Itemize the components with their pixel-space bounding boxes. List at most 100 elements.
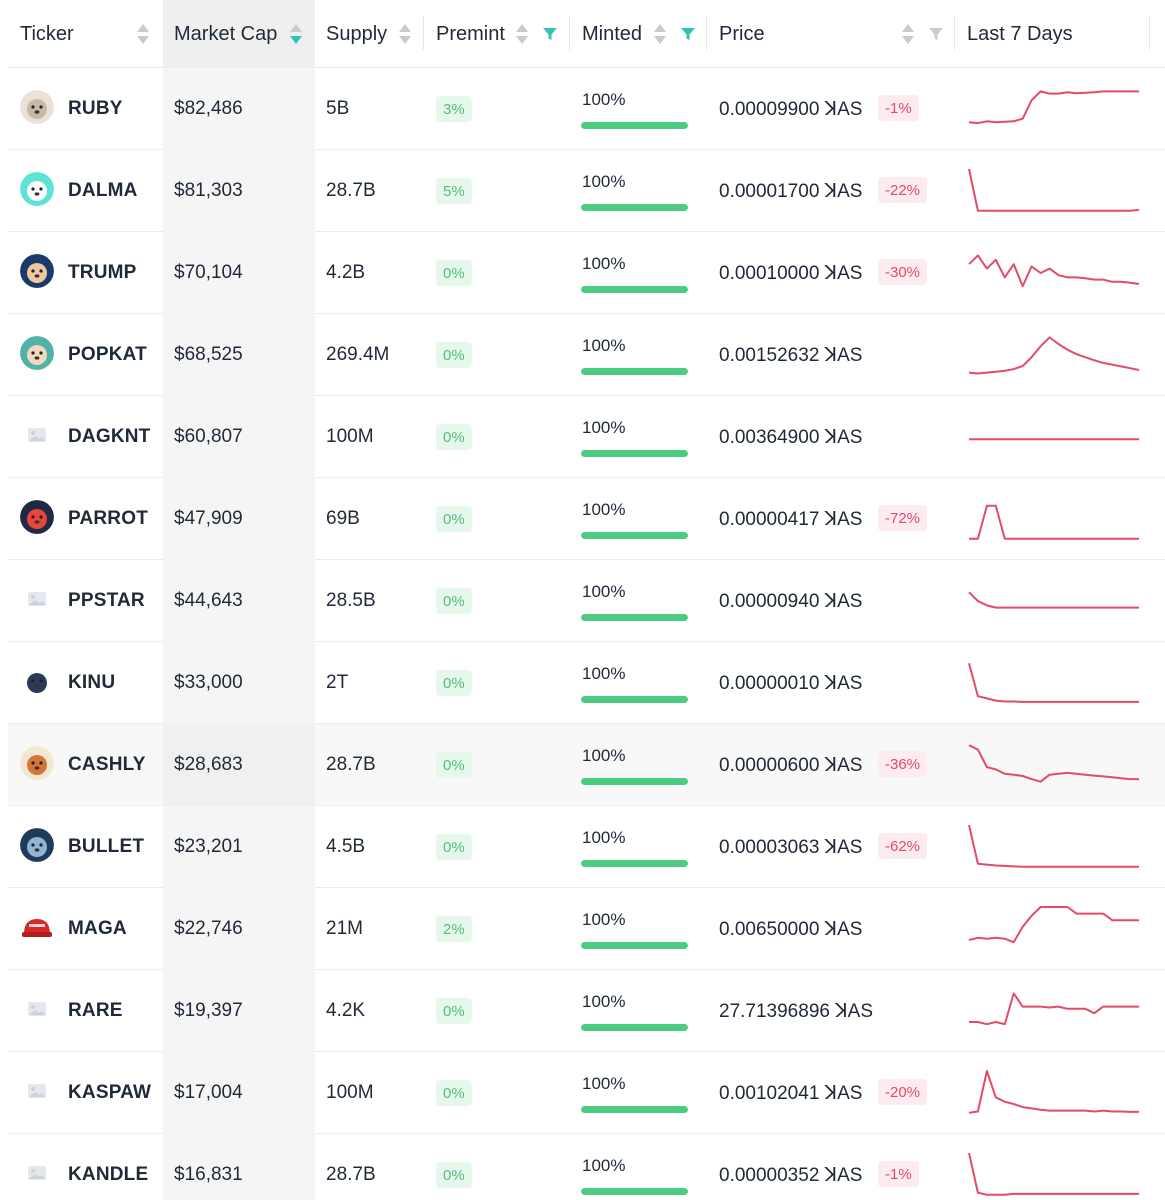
filter-minted-icon[interactable] (680, 26, 696, 42)
supply-value: 269.4M (326, 344, 390, 365)
price-sparkline (968, 591, 1139, 609)
minted-progress-bar (581, 532, 688, 539)
price-sparkline (969, 504, 1139, 540)
price-sparkline (968, 90, 1139, 125)
header-last-7-days[interactable]: Last 7 Days (967, 22, 1073, 45)
minted-progress-fill (581, 860, 688, 867)
table-row[interactable]: PPSTAR $44,643 28.5B 0% 100% 0.00000940 ꓘAS (8, 560, 1165, 642)
premint-badge: 0% (436, 1162, 472, 1188)
supply-value: 5B (326, 98, 350, 119)
table-row[interactable]: CASHLY $28,683 28.7B 0% 100% 0.00000600 ꓘAS -3… (8, 724, 1165, 806)
price-value: 0.00650000 ꓘAS (719, 918, 863, 940)
minted-progress-bar (581, 286, 688, 293)
header-market-cap-bg (163, 0, 315, 68)
sparkline-path (968, 168, 1140, 212)
minted-percent: 100% (582, 254, 626, 273)
table-row[interactable]: PARROT $47,909 69B 0% 100% 0.00000417 ꓘAS -72% (8, 478, 1165, 560)
minted-progress-fill (581, 450, 688, 457)
sort-price-icon[interactable] (902, 24, 914, 46)
minted-percent: 100% (582, 910, 626, 929)
market-cap-cell-bg (163, 642, 315, 724)
token-ticker: DAGKNT (68, 426, 151, 447)
token-ticker: DALMA (68, 180, 138, 201)
token-ticker: RUBY (68, 98, 123, 119)
filter-premint-icon[interactable] (542, 26, 558, 42)
minted-progress-bar (581, 942, 688, 949)
header-minted[interactable]: Minted (582, 22, 643, 45)
sort-premint-icon[interactable] (516, 24, 528, 46)
market-cap-value: $33,000 (174, 672, 243, 693)
sort-market-cap-icon[interactable] (290, 24, 302, 46)
header-supply[interactable]: Supply (326, 22, 388, 45)
table-row[interactable]: KINU $33,000 2T 0% 100% 0.00000010 ꓘAS (8, 642, 1165, 724)
supply-value: 100M (326, 426, 374, 447)
header-premint[interactable]: Premint (436, 22, 505, 45)
price-sparkline (968, 906, 1139, 944)
sort-supply-icon[interactable] (399, 24, 411, 46)
premint-badge: 0% (436, 424, 472, 450)
minted-progress-fill (581, 122, 688, 129)
token-ticker: PPSTAR (68, 590, 145, 611)
price-sparkline (968, 254, 1140, 288)
token-ticker: KASPAW (68, 1082, 152, 1103)
supply-value: 69B (326, 508, 360, 529)
filter-price-icon[interactable] (928, 26, 944, 42)
sparkline-path (968, 254, 1140, 288)
bullet-icon (20, 828, 54, 862)
price-change-badge: -20% (878, 1079, 928, 1105)
market-cap-cell-bg (163, 396, 315, 478)
table-row[interactable]: BULLET $23,201 4.5B 0% 100% 0.00003063 ꓘAS -62… (8, 806, 1165, 888)
image-placeholder-icon (20, 992, 54, 1026)
table-row[interactable]: DALMA $81,303 28.7B 5% 100% 0.00001700 ꓘAS -22… (8, 150, 1165, 232)
market-cap-cell-bg (163, 314, 315, 396)
minted-progress-bar (581, 1188, 688, 1195)
price-change-badge: -36% (878, 751, 928, 777)
header-ticker[interactable]: Ticker (20, 22, 74, 45)
market-cap-cell-bg (163, 888, 315, 970)
price-sparkline (968, 1070, 1139, 1114)
table-header: Ticker Market Cap Supply Premint Minted … (8, 0, 1165, 68)
minted-percent: 100% (582, 746, 626, 765)
minted-percent: 100% (582, 582, 626, 601)
minted-progress-fill (581, 696, 688, 703)
price-value: 27.71396896 ꓘAS (719, 1000, 874, 1022)
sparkline-path (968, 336, 1140, 375)
price-value: 0.00001700 ꓘAS (719, 180, 863, 202)
premint-badge: 0% (436, 998, 472, 1024)
table-row[interactable]: KANDLE $16,831 28.7B 0% 100% 0.00000352 ꓘAS -1… (8, 1134, 1165, 1200)
premint-badge: 5% (436, 178, 472, 204)
market-cap-value: $16,831 (174, 1164, 243, 1185)
premint-badge: 0% (436, 670, 472, 696)
table-row[interactable]: MAGA $22,746 21M 2% 100% 0.00650000 ꓘAS (8, 888, 1165, 970)
trump-portrait-icon (20, 254, 54, 288)
table-row[interactable]: KASPAW $17,004 100M 0% 100% 0.00102041 ꓘAS -20… (8, 1052, 1165, 1134)
market-cap-value: $17,004 (174, 1082, 243, 1103)
header-price[interactable]: Price (719, 22, 765, 45)
table-row[interactable]: POPKAT $68,525 269.4M 0% 100% 0.00152632 ꓘAS (8, 314, 1165, 396)
premint-badge: 3% (436, 96, 472, 122)
sort-minted-icon[interactable] (654, 24, 666, 46)
premint-badge: 0% (436, 1080, 472, 1106)
minted-percent: 100% (582, 828, 626, 847)
premint-badge: 0% (436, 506, 472, 532)
minted-progress-bar (581, 1024, 688, 1031)
price-value: 0.00009900 ꓘAS (719, 98, 863, 120)
sort-ticker-icon[interactable] (137, 24, 149, 46)
supply-value: 4.2B (326, 262, 366, 283)
table-row[interactable]: RUBY $82,486 5B 3% 100% 0.00009900 ꓘAS -1% (8, 68, 1165, 150)
market-cap-cell-bg (163, 1052, 315, 1134)
sparkline-path (968, 824, 1139, 868)
market-cap-value: $28,683 (174, 754, 243, 775)
premint-badge: 0% (436, 342, 472, 368)
sparkline-path (968, 662, 1139, 703)
red-cap-icon (20, 910, 54, 944)
table-row[interactable]: DAGKNT $60,807 100M 0% 100% 0.00364900 ꓘAS (8, 396, 1165, 478)
header-market-cap[interactable]: Market Cap (174, 22, 278, 45)
minted-progress-bar (581, 1106, 688, 1113)
sparkline-path (968, 1152, 1139, 1196)
price-change-badge: -30% (878, 259, 928, 285)
price-value: 0.00000600 ꓘAS (719, 754, 863, 776)
table-row[interactable]: RARE $19,397 4.2K 0% 100% 27.71396896 ꓘAS (8, 970, 1165, 1052)
table-row[interactable]: TRUMP $70,104 4.2B 0% 100% 0.00010000 ꓘAS -30% (8, 232, 1165, 314)
price-value: 0.00003063 ꓘAS (719, 836, 863, 858)
